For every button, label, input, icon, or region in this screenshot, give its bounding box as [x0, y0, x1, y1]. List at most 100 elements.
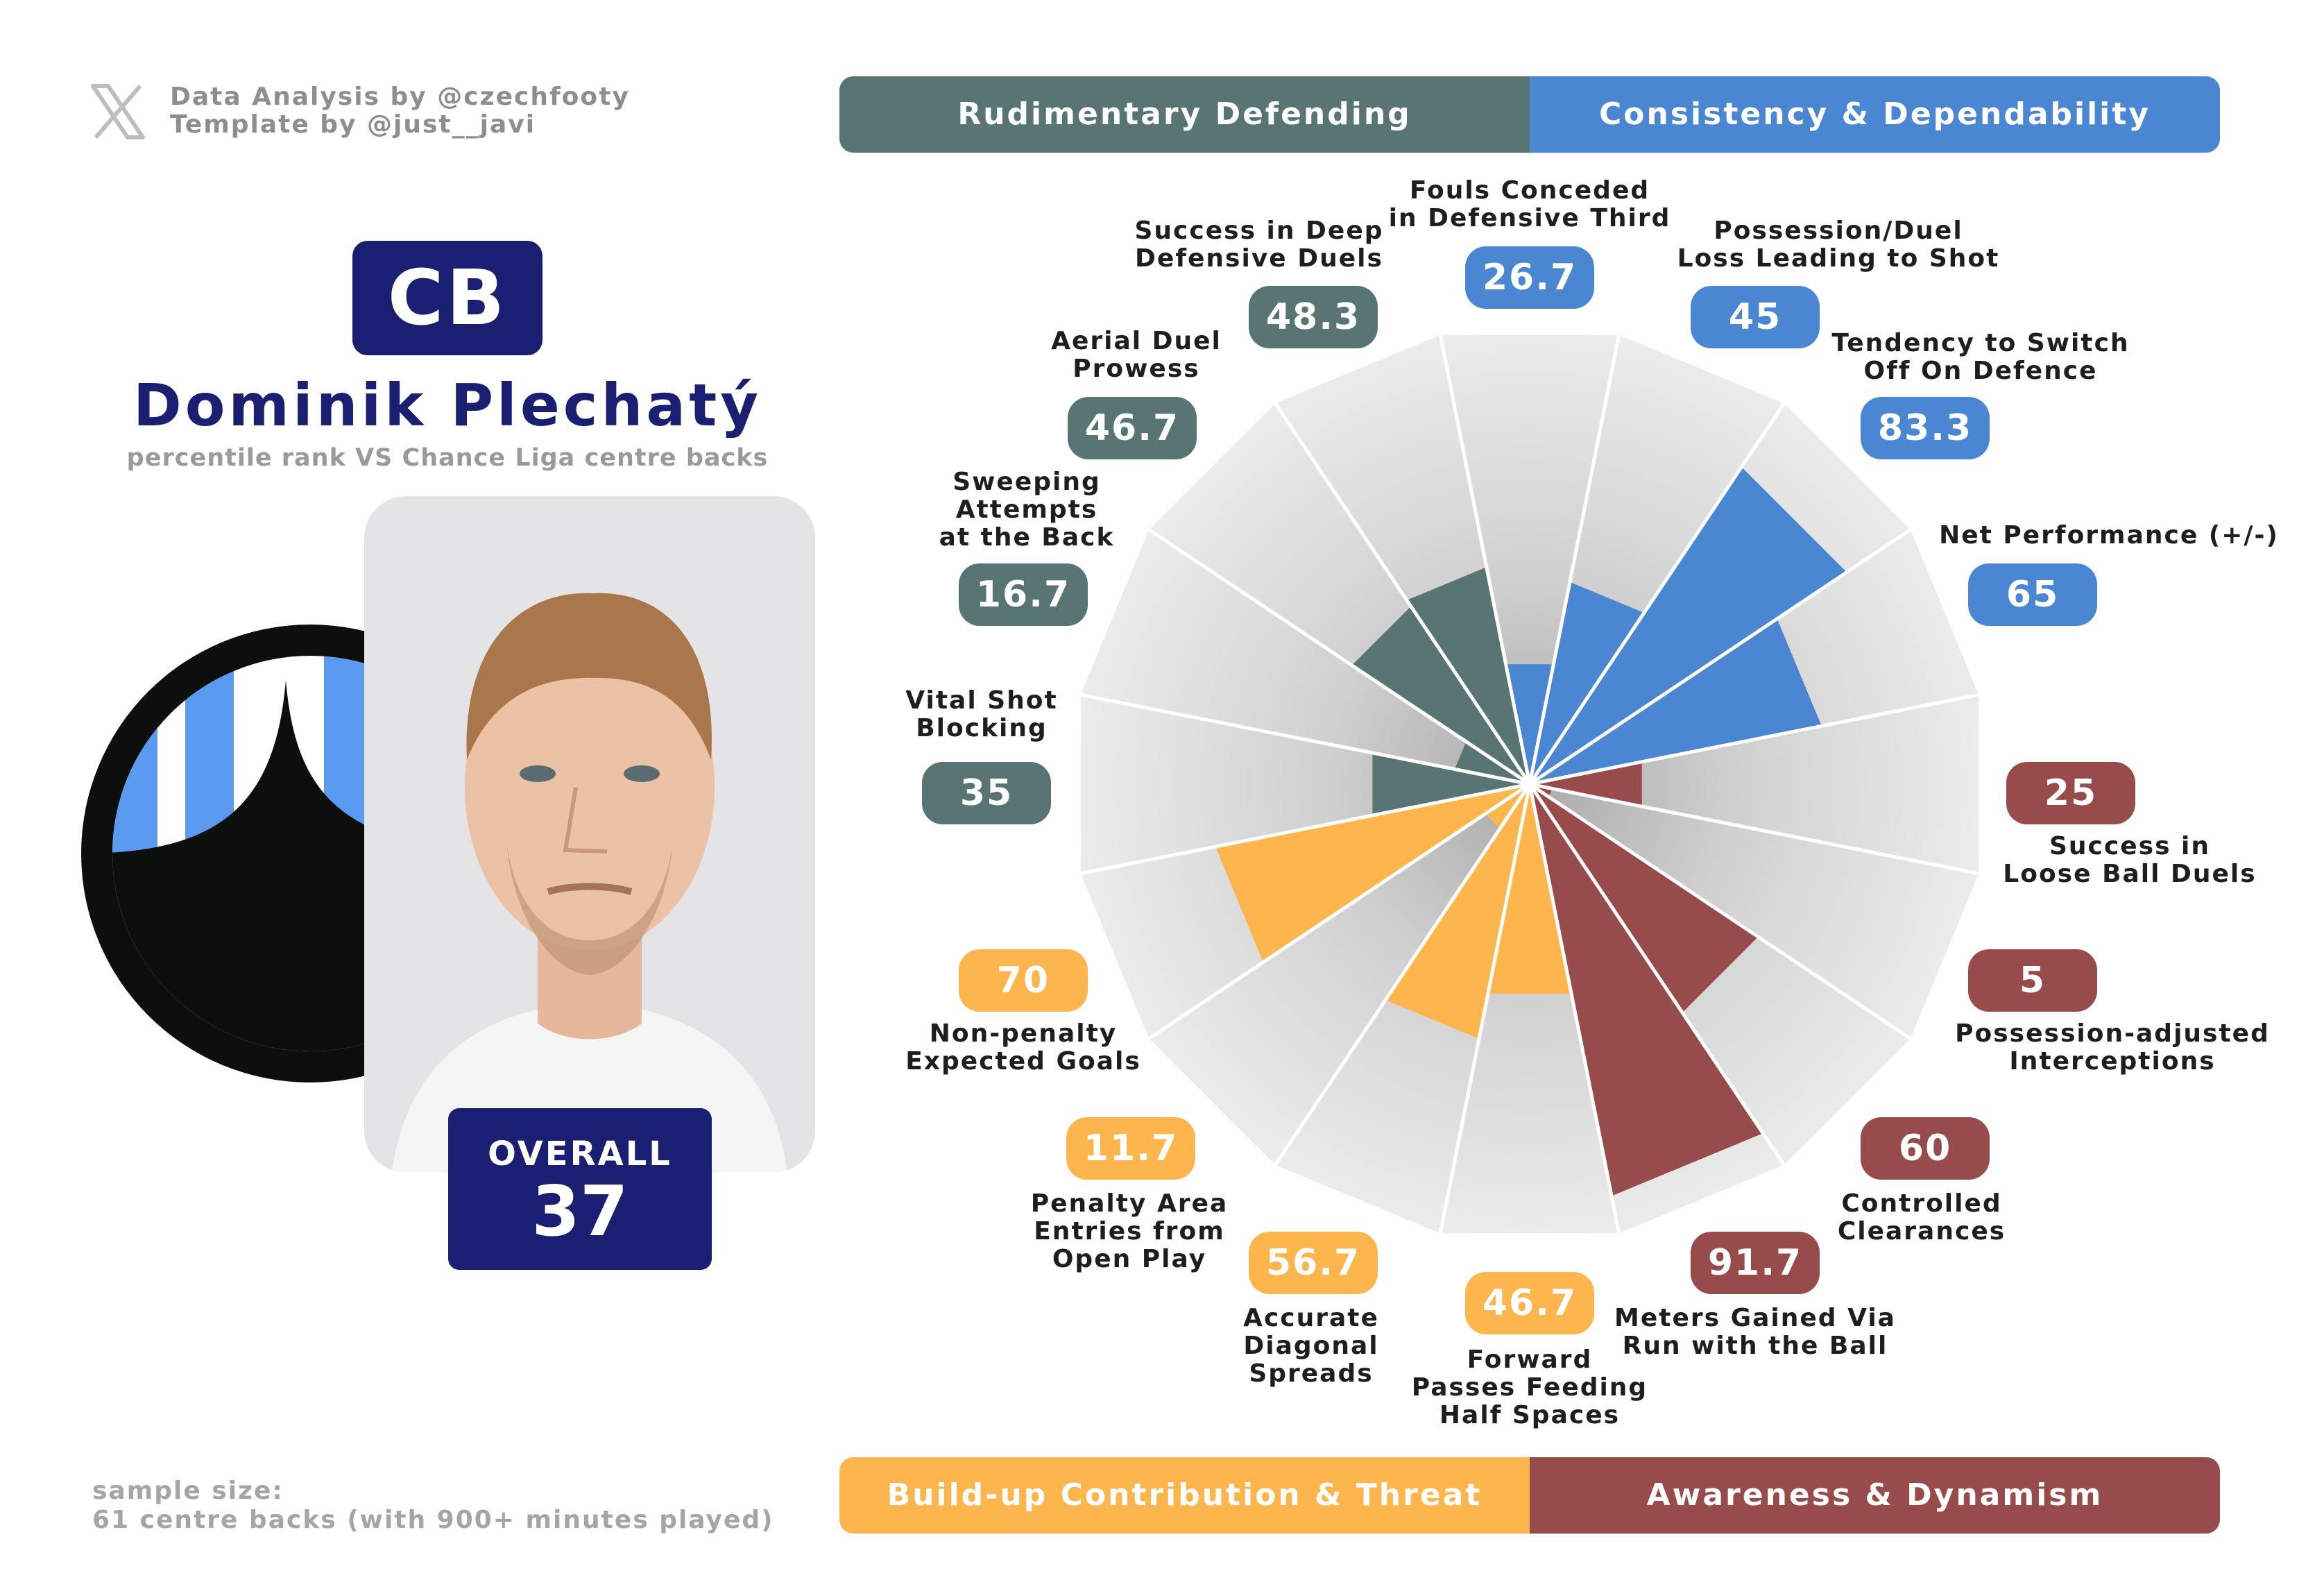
metric-label-line: Loss Leading to Shot [1677, 244, 2000, 273]
metric-label-line: Possession/Duel [1714, 217, 1963, 245]
bar-penalty-area-entries-from-open-play [1485, 784, 1530, 829]
bar-vital-shot-blocking [1372, 752, 1530, 816]
metric-label-line: Loose Ball Duels [2003, 860, 2257, 888]
header-rudimentary-defending: Rudimentary Defending [839, 76, 1530, 153]
metric-label-line: Run with the Ball [1622, 1332, 1888, 1360]
metric-value-controlled-clearances: 60 [1861, 1117, 1990, 1180]
metric-value-penalty-area-entries-from-open-play: 11.7 [1066, 1117, 1195, 1180]
metric-value-tendency-to-switch-off-on-defence: 83.3 [1861, 397, 1990, 459]
metric-value-aerial-duel-prowess: 46.7 [1068, 397, 1197, 459]
metric-value-non-penalty-expected-goals: 70 [959, 949, 1088, 1012]
spoke-line [1080, 693, 1530, 786]
background-wedge [1530, 784, 1979, 1039]
metric-label-line: Blocking [916, 714, 1048, 742]
metric-label-line: Clearances [1837, 1217, 2006, 1246]
metric-label-line: Sweeping [952, 468, 1101, 496]
spoke-line [1528, 782, 1912, 1040]
overall-value: 37 [531, 1171, 629, 1252]
metric-label-line: Expected Goals [905, 1047, 1141, 1076]
position-badge: CB [352, 241, 542, 355]
metric-value-success-in-loose-ball-duels: 25 [2006, 762, 2135, 824]
spoke-line [1528, 783, 1621, 1234]
metric-label-line: Fouls Conceded [1409, 176, 1650, 205]
spoke-line [1528, 528, 1912, 786]
metric-label-line: Attempts [955, 495, 1098, 524]
metric-label-line: Non-penalty [929, 1019, 1118, 1048]
metric-label-accurate-diagonal-spreads: Accurate Diagonal Spreads [1103, 1305, 1519, 1388]
metric-label-line: Net Performance (+/-) [1939, 521, 2279, 550]
metric-value-success-in-deep-defensive-duels: 48.3 [1249, 286, 1378, 348]
metric-label-aerial-duel-prowess: Aerial Duel Prowess [928, 328, 1344, 383]
sample-size-value: 61 centre backs (with 900+ minutes playe… [92, 1506, 774, 1534]
metric-label-line: Aerial Duel [1051, 327, 1222, 355]
background-wedge [1440, 334, 1619, 784]
spoke-line [1274, 402, 1532, 786]
metric-label-vital-shot-blocking: Vital Shot Blocking [774, 687, 1190, 742]
spoke-line [1080, 782, 1530, 876]
header-buildup: Build-up Contribution & Threat [839, 1457, 1530, 1534]
spoke-line [1438, 783, 1532, 1234]
metric-label-possession-duel-loss-leading-to-shot: Possession/Duel Loss Leading to Shot [1630, 217, 2047, 273]
header-awareness: Awareness & Dynamism [1530, 1457, 2220, 1534]
sample-size: sample size: 61 centre backs (with 900+ … [92, 1477, 774, 1535]
metric-label-line: Defensive Duels [1135, 244, 1383, 273]
metric-label-line: Passes Feeding [1411, 1373, 1648, 1402]
metric-label-line: Interceptions [2009, 1047, 2216, 1076]
metric-value-possession-duel-loss-leading-to-shot: 45 [1691, 286, 1820, 348]
metric-label-line: Meters Gained Via [1614, 1304, 1896, 1332]
metric-label-line: Accurate [1243, 1304, 1379, 1332]
sample-size-label: sample size: [92, 1477, 284, 1505]
spoke-line [1528, 402, 1786, 786]
metric-label-line: Penalty Area [1030, 1189, 1229, 1218]
overall-label: OVERALL [488, 1135, 672, 1173]
spoke-line [1147, 782, 1531, 1040]
background-wedge [1149, 784, 1530, 1165]
metric-label-tendency-to-switch-off-on-defence: Tendency to Switch Off On Defence [1772, 330, 2189, 385]
metric-value-sweeping-attempts-at-the-back: 16.7 [959, 563, 1088, 626]
bar-possession-duel-loss-leading-to-shot [1530, 581, 1644, 784]
metric-label-line: Open Play [1052, 1245, 1207, 1273]
bar-forward-passes-feeding-half-spaces [1487, 784, 1572, 994]
metric-label-line: Diagonal [1243, 1332, 1379, 1360]
background-wedge [1440, 784, 1619, 1234]
metric-label-line: Entries from [1034, 1217, 1225, 1246]
metric-label-non-penalty-expected-goals: Non-penalty Expected Goals [815, 1020, 1231, 1076]
metric-value-possession-adjusted-interceptions: 5 [1968, 949, 2097, 1012]
metric-label-line: Possession-adjusted [1955, 1019, 2270, 1048]
background-wedge [1080, 695, 1530, 874]
bar-net-performance- [1530, 618, 1822, 784]
metric-label-line: Spreads [1249, 1359, 1374, 1388]
bar-controlled-clearances [1530, 784, 1759, 1013]
metric-label-success-in-loose-ball-duels: Success in Loose Ball Duels [1922, 833, 2324, 888]
metric-label-line: in Defensive Third [1388, 204, 1671, 232]
metric-label-line: Vital Shot [905, 686, 1058, 715]
bar-aerial-duel-prowess [1351, 606, 1530, 784]
metric-label-forward-passes-feeding-half-spaces: Forward Passes Feeding Half Spaces [1322, 1346, 1738, 1429]
metric-label-line: Success in [2049, 832, 2210, 860]
bar-success-in-deep-defensive-duels [1406, 567, 1530, 784]
bar-success-in-loose-ball-duels [1530, 761, 1642, 807]
overall-score-box: OVERALL 37 [448, 1108, 712, 1270]
metric-value-accurate-diagonal-spreads: 56.7 [1249, 1232, 1378, 1294]
bar-tendency-to-switch-off-on-defence [1530, 466, 1847, 784]
x-logo-icon [91, 84, 145, 139]
metric-label-line: Off On Defence [1863, 357, 2098, 385]
metric-label-possession-adjusted-interceptions: Possession-adjusted Interceptions [1904, 1020, 2321, 1076]
metric-label-line: at the Back [939, 523, 1115, 552]
metric-label-line: Tendency to Switch [1831, 329, 2130, 357]
bar-accurate-diagonal-spreads [1385, 784, 1530, 1039]
spoke-line [1528, 334, 1621, 785]
metric-label-sweeping-attempts-at-the-back: Sweeping Attempts at the Back [819, 468, 1235, 552]
metric-label-penalty-area-entries-from-open-play: Penalty Area Entries from Open Play [921, 1190, 1338, 1273]
metric-label-net-performance-: Net Performance (+/-) [1901, 522, 2317, 550]
player-subtitle: percentile rank VS Chance Liga centre ba… [126, 444, 769, 472]
player-name: Dominik Plechatý [133, 371, 762, 439]
metric-label-line: Prowess [1073, 355, 1200, 383]
spoke-line [1529, 782, 1979, 876]
metric-value-meters-gained-via-run-with-the-ball: 91.7 [1691, 1232, 1820, 1294]
metric-label-line: Controlled [1841, 1189, 2002, 1218]
metric-label-meters-gained-via-run-with-the-ball: Meters Gained Via Run with the Ball [1547, 1305, 1963, 1360]
header-consistency: Consistency & Dependability [1530, 76, 2220, 153]
spoke-line [1529, 693, 1979, 786]
